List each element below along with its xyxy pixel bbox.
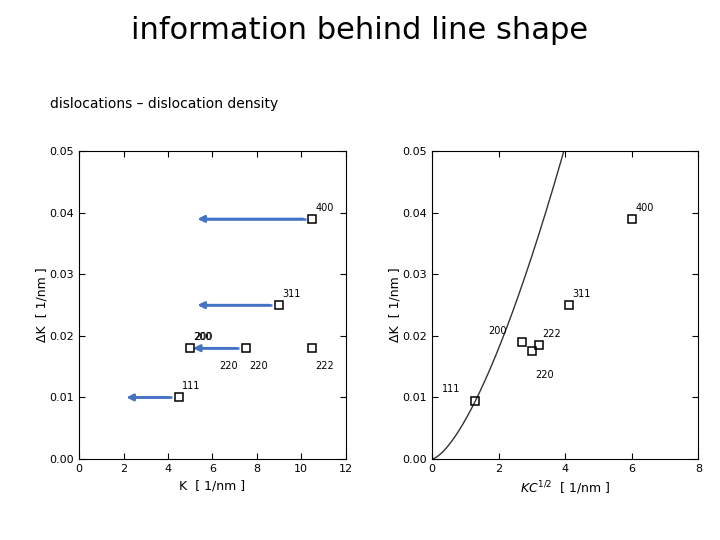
X-axis label: $K C^{1/2}$  [ 1/nm ]: $K C^{1/2}$ [ 1/nm ] [520, 480, 611, 497]
Text: 311: 311 [572, 289, 590, 299]
Text: 220: 220 [219, 361, 238, 370]
Text: 111: 111 [182, 381, 201, 391]
Text: 200: 200 [194, 332, 213, 342]
Text: 220: 220 [249, 361, 268, 370]
Text: 220: 220 [535, 370, 554, 380]
X-axis label: K  [ 1/nm ]: K [ 1/nm ] [179, 480, 246, 492]
Text: 311: 311 [282, 289, 301, 299]
Text: 111: 111 [442, 384, 460, 394]
Text: 200: 200 [489, 326, 507, 336]
Text: dislocations – dislocation density: dislocations – dislocation density [50, 97, 279, 111]
Y-axis label: ΔK  [ 1/nm ]: ΔK [ 1/nm ] [388, 268, 401, 342]
Text: 222: 222 [315, 361, 334, 370]
Y-axis label: ΔK  [ 1/nm ]: ΔK [ 1/nm ] [35, 268, 48, 342]
Text: 400: 400 [315, 202, 334, 213]
Text: 200: 200 [194, 332, 212, 342]
Text: 400: 400 [635, 202, 654, 213]
Text: information behind line shape: information behind line shape [132, 16, 588, 45]
Text: 222: 222 [542, 329, 561, 339]
